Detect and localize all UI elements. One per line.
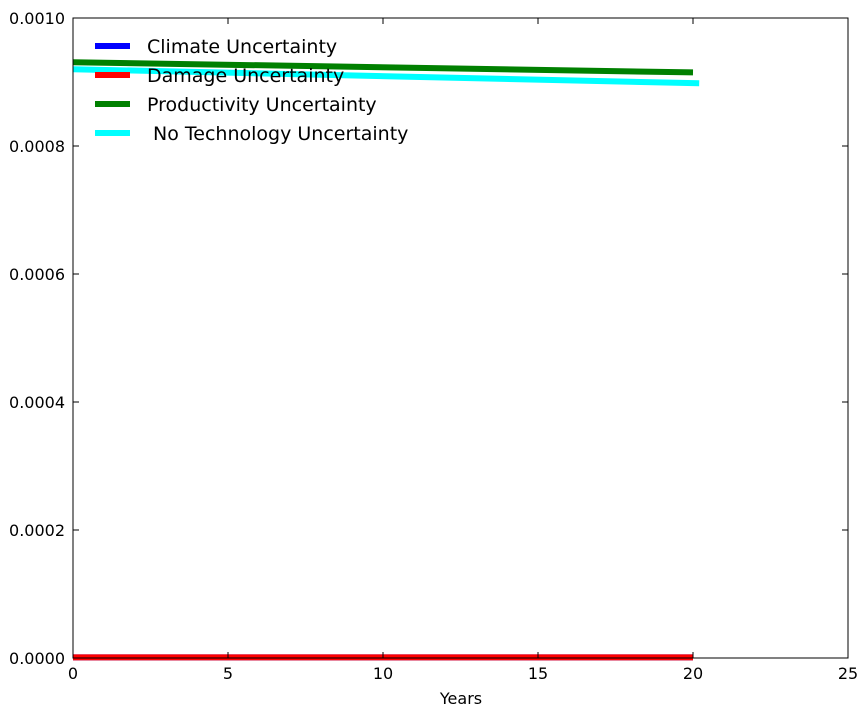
y-axis: 0.0000 0.0002 0.0004 0.0006 0.0008 0.0010 — [9, 9, 848, 668]
x-tick-label: 0 — [68, 664, 78, 683]
series-line-3 — [72, 66, 700, 87]
legend-label-3: No Technology Uncertainty — [147, 123, 408, 145]
y-tick-label: 0.0006 — [9, 265, 65, 284]
plot-frame — [72, 17, 849, 659]
y-tick-label: 0.0004 — [9, 393, 65, 412]
legend-label-2: Productivity Uncertainty — [147, 94, 377, 116]
x-tick-label: 25 — [838, 664, 858, 683]
legend-label-1: Damage Uncertainty — [147, 65, 344, 87]
y-tick-label: 0.0002 — [9, 521, 65, 540]
y-tick-label: 0.0000 — [9, 649, 65, 668]
y-tick-label: 0.0010 — [9, 9, 65, 28]
x-tick-label: 10 — [373, 664, 393, 683]
x-tick-label: 15 — [528, 664, 548, 683]
x-tick-label: 5 — [223, 664, 233, 683]
legend: Climate Uncertainty Damage Uncertainty Pro… — [95, 36, 408, 145]
x-axis-label: Years — [439, 689, 482, 708]
x-tick-label: 20 — [683, 664, 703, 683]
y-tick-label: 0.0008 — [9, 137, 65, 156]
series-line-2 — [72, 59, 694, 76]
x-axis: 0 5 10 15 20 25 — [68, 18, 858, 683]
legend-label-0: Climate Uncertainty — [147, 36, 337, 58]
